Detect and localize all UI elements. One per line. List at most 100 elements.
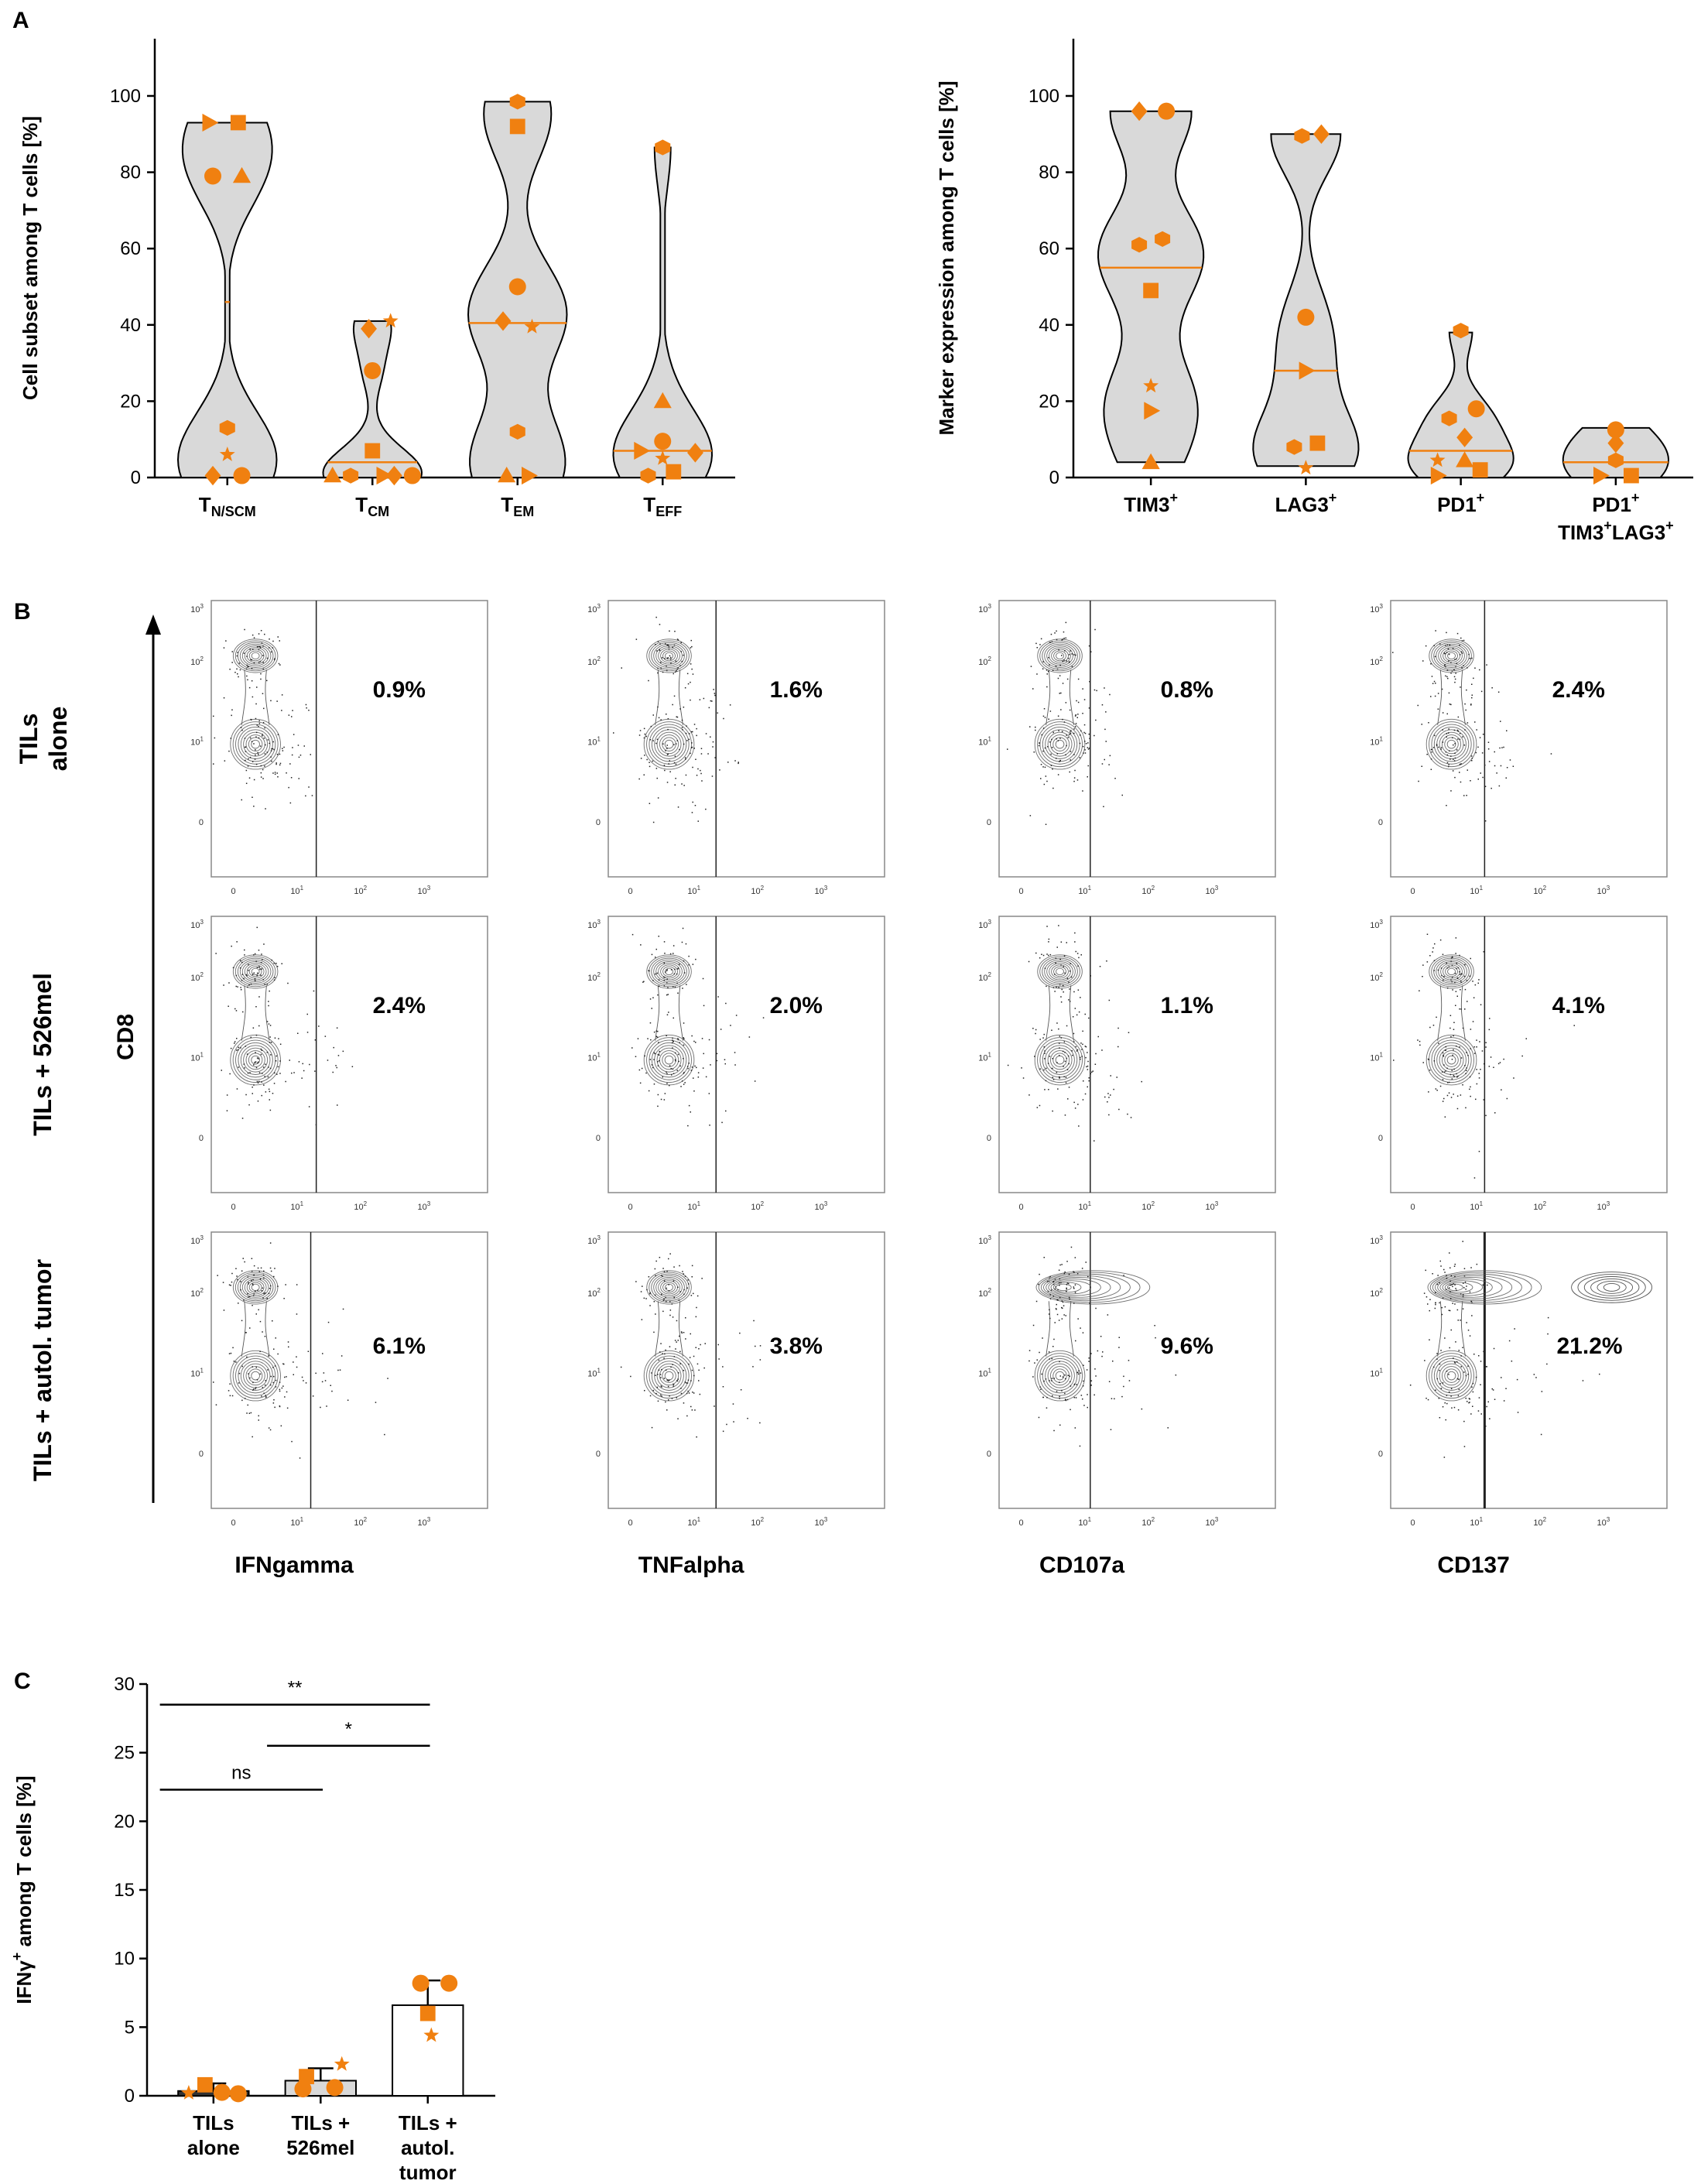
flow-y-tick-label: 102 bbox=[1370, 656, 1383, 667]
contour-low bbox=[232, 1037, 279, 1083]
ylabel-rest: among T cells [%] bbox=[12, 1775, 36, 1952]
contour-high bbox=[251, 967, 260, 976]
tick-base: 10 bbox=[1141, 887, 1151, 896]
gate-percentage: 0.8% bbox=[1161, 677, 1213, 703]
contour-high bbox=[1437, 1277, 1503, 1298]
contour-low bbox=[656, 1363, 682, 1388]
data-point bbox=[1467, 400, 1485, 418]
tick-base: 10 bbox=[290, 1203, 299, 1212]
data-point bbox=[1456, 427, 1473, 447]
tick-exponent: 2 bbox=[1380, 656, 1384, 662]
y-tick-label: 5 bbox=[125, 2017, 135, 2038]
tick-base: 10 bbox=[815, 887, 824, 896]
row-label: alone bbox=[44, 707, 72, 772]
tick-exponent: 1 bbox=[988, 1368, 992, 1374]
tick-base: 10 bbox=[587, 921, 597, 930]
tick-base: 0 bbox=[231, 1203, 235, 1212]
flow-x-tick-label: 102 bbox=[354, 1200, 367, 1212]
tick-base: 10 bbox=[815, 1203, 824, 1212]
contour-low bbox=[646, 1037, 692, 1083]
contour-low bbox=[1446, 1371, 1456, 1381]
contour-high bbox=[1445, 650, 1458, 662]
contour-high bbox=[234, 640, 276, 672]
tick-exponent: 2 bbox=[597, 971, 601, 978]
contour-high bbox=[1046, 961, 1073, 982]
contour-high bbox=[1446, 1283, 1463, 1292]
gate-percentage: 21.2% bbox=[1557, 1333, 1623, 1359]
tick-exponent: 1 bbox=[988, 736, 992, 743]
x-tick-label: alone bbox=[187, 2136, 240, 2159]
flow-y-tick-label: 101 bbox=[1370, 1052, 1383, 1063]
flow-x-tick-label: 103 bbox=[418, 1516, 431, 1528]
flow-x-tick-label: 102 bbox=[751, 1516, 764, 1528]
tick-exponent: 1 bbox=[1088, 1516, 1092, 1523]
violin-shape bbox=[176, 122, 278, 478]
contour-high bbox=[1442, 1280, 1484, 1295]
data-point bbox=[343, 467, 359, 484]
flow-y-tick-label: 0 bbox=[199, 1134, 204, 1143]
gate-percentage: 6.1% bbox=[373, 1333, 426, 1359]
contour-low bbox=[1039, 724, 1080, 765]
data-point bbox=[1158, 102, 1176, 120]
event-dots bbox=[213, 628, 313, 810]
tick-exponent: 1 bbox=[697, 1200, 701, 1207]
cd8-axis-arrowhead bbox=[145, 614, 161, 635]
tick-exponent: 1 bbox=[300, 1516, 304, 1523]
event-dots bbox=[631, 927, 765, 1127]
contour-low bbox=[1439, 1363, 1464, 1388]
tick-exponent: 1 bbox=[1380, 736, 1384, 743]
contour-high bbox=[1044, 643, 1076, 668]
tick-exponent: 1 bbox=[1480, 1200, 1484, 1207]
tick-exponent: 3 bbox=[1607, 885, 1610, 892]
data-point bbox=[666, 464, 682, 480]
tick-exponent: 3 bbox=[824, 1516, 828, 1523]
contour-high bbox=[653, 1275, 685, 1299]
contour-high bbox=[662, 650, 676, 662]
x-tick-label: TEM bbox=[501, 493, 534, 519]
tick-exponent: 2 bbox=[364, 1516, 368, 1523]
data-point bbox=[364, 443, 381, 459]
tick-base: 10 bbox=[978, 1237, 987, 1246]
contour-high bbox=[234, 1272, 276, 1303]
tick-base: 10 bbox=[1370, 738, 1379, 748]
contour-low bbox=[1049, 734, 1070, 755]
contour-high bbox=[1049, 963, 1071, 981]
flow-y-tick-label: 0 bbox=[1378, 1450, 1383, 1459]
tick-base: 10 bbox=[978, 974, 987, 983]
flow-y-tick-label: 0 bbox=[596, 1134, 601, 1143]
flow-x-tick-label: 0 bbox=[231, 887, 235, 896]
significance-label: * bbox=[345, 1719, 352, 1740]
flow-plot-frame bbox=[1390, 600, 1668, 878]
contour-low bbox=[1052, 1053, 1067, 1067]
contour-high bbox=[1429, 1272, 1532, 1303]
contour-bridge bbox=[655, 985, 683, 1041]
contour-high bbox=[1039, 640, 1080, 672]
flow-x-tick-label: 102 bbox=[354, 1516, 367, 1528]
tick-exponent: 1 bbox=[988, 1052, 992, 1059]
tick-base: 10 bbox=[1597, 1518, 1607, 1528]
data-point bbox=[202, 113, 219, 132]
data-point bbox=[1155, 231, 1171, 247]
contour-low bbox=[1439, 1047, 1464, 1073]
data-point bbox=[326, 2079, 344, 2097]
tick-base: 10 bbox=[687, 1518, 696, 1528]
tick-base: 10 bbox=[1141, 1203, 1151, 1212]
tick-base: 10 bbox=[1078, 887, 1087, 896]
flow-y-tick-label: 102 bbox=[587, 656, 601, 667]
flow-x-tick-label: 0 bbox=[628, 1203, 632, 1212]
flow-y-tick-label: 102 bbox=[978, 971, 991, 983]
data-point bbox=[299, 2069, 314, 2085]
contour-low bbox=[1037, 721, 1083, 768]
contour-high bbox=[655, 961, 683, 982]
contour-low bbox=[1037, 1037, 1083, 1083]
x-tick-label-line2: TIM3+LAG3+ bbox=[1558, 518, 1674, 544]
tick-base: 10 bbox=[190, 1054, 200, 1063]
x-tick-label: TILs + bbox=[399, 2111, 457, 2134]
